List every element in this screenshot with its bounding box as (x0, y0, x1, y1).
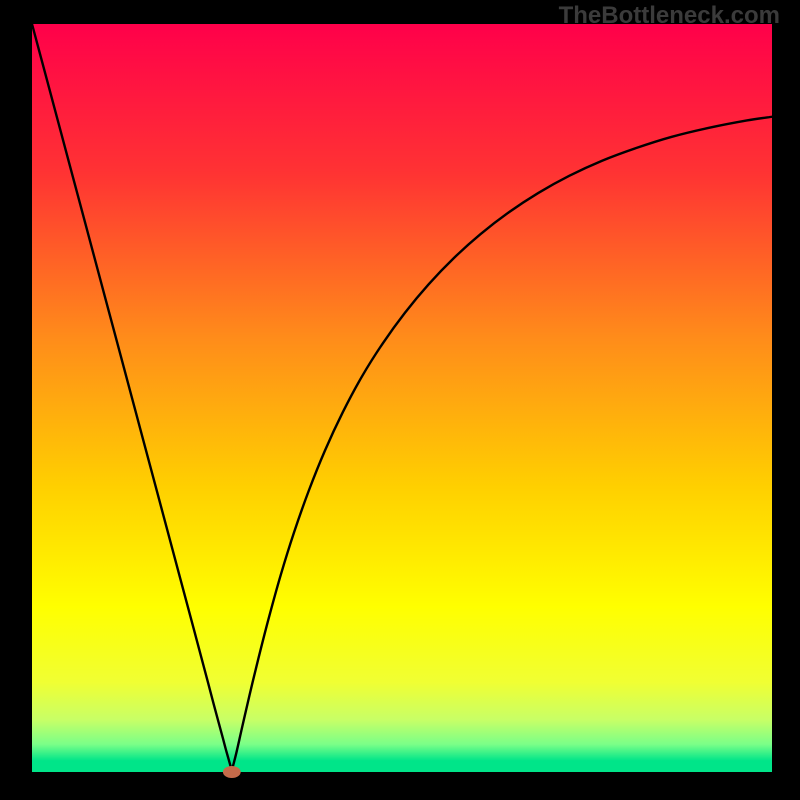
watermark-text: TheBottleneck.com (559, 2, 780, 30)
curve-right-branch (232, 117, 772, 771)
bottleneck-curve-svg (0, 0, 800, 800)
curve-left-branch (32, 24, 232, 771)
minimum-marker (223, 766, 241, 778)
chart-container: TheBottleneck.com (0, 0, 800, 800)
